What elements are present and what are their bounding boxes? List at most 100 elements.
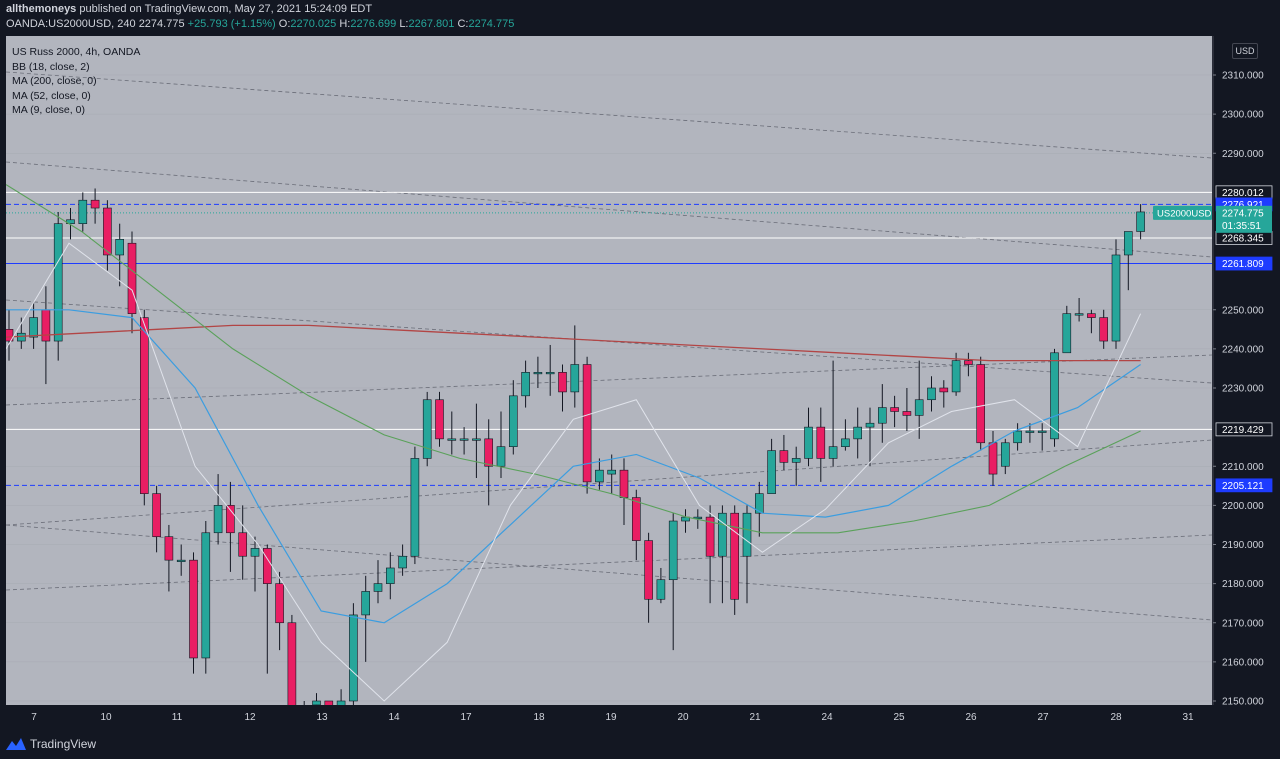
trend-line (6, 354, 1212, 406)
candle-body (115, 239, 124, 256)
candle-body (730, 512, 740, 600)
candle-body (6, 329, 14, 342)
candle-body (349, 614, 358, 702)
candle-body (201, 532, 211, 659)
ohlc-line: OANDA:US2000USD, 240 2274.775 +25.793 (+… (6, 18, 514, 30)
ma52-line (6, 184, 1141, 534)
legend-ma9[interactable]: MA (9, close, 0) (12, 104, 85, 116)
candle-body (324, 700, 334, 705)
candle-body (447, 438, 457, 441)
tradingview-logo-icon (6, 738, 26, 750)
candle-body (705, 516, 715, 557)
trend-line (6, 161, 1212, 258)
candle-body (484, 438, 494, 467)
price-tick-label: 2160.000 (1222, 657, 1264, 668)
candle-body (41, 309, 51, 342)
level-label-text: 2205.121 (1222, 481, 1264, 492)
price-axis[interactable] (1212, 36, 1280, 706)
footer-bar (0, 729, 1280, 759)
candle-body (853, 426, 863, 440)
candle-body (582, 364, 592, 483)
candle-body (902, 411, 912, 416)
candle-body (644, 540, 653, 600)
candle-body (791, 458, 801, 463)
candle-body (1037, 430, 1047, 433)
candle-body (78, 199, 88, 224)
time-tick-label: 24 (821, 712, 833, 723)
candle-body (890, 407, 899, 412)
publish-date: published on TradingView.com, May 27, 20… (79, 3, 373, 15)
candle-body (176, 559, 186, 562)
time-axis[interactable] (6, 705, 1212, 729)
trend-line (6, 524, 1212, 621)
candle-body (164, 536, 174, 561)
price-tick-label: 2150.000 (1222, 697, 1264, 708)
candle-body (90, 199, 100, 209)
price-tick-label: 2210.000 (1222, 462, 1264, 473)
candle-body (1050, 352, 1059, 440)
candle-body (595, 469, 604, 483)
bollinger-mid-line (6, 309, 1141, 624)
candle-body (152, 493, 161, 537)
tradingview-logo[interactable]: TradingView (6, 737, 96, 751)
time-tick-label: 7 (31, 712, 37, 723)
candle-body (865, 422, 875, 428)
candle-body (533, 372, 543, 375)
candle-body (312, 700, 321, 705)
candle-body (1074, 313, 1084, 316)
legend-bollinger[interactable]: BB (18, close, 2) (12, 60, 90, 73)
candle-body (668, 520, 678, 581)
candle-body (1124, 231, 1133, 256)
candle-body (545, 372, 555, 375)
candle-body (1136, 211, 1145, 232)
trend-line (6, 439, 1212, 526)
trend-line (6, 71, 1212, 159)
publish-header: allthemoneys published on TradingView.co… (0, 0, 1280, 36)
time-tick-label: 10 (100, 712, 112, 723)
symbol-tag-text: US2000USD (1157, 208, 1212, 219)
candle-body (1013, 430, 1022, 444)
candle-body (275, 583, 284, 624)
price-tick-label: 2300.000 (1222, 110, 1264, 121)
time-tick-label: 18 (533, 712, 545, 723)
time-tick-label: 14 (388, 712, 400, 723)
legend-ma52[interactable]: MA (52, close, 0) (12, 89, 91, 102)
candle-body (250, 548, 260, 557)
candle-body (29, 317, 38, 338)
candle-body (287, 622, 297, 705)
candle-body (693, 516, 703, 519)
candle-body (816, 426, 826, 459)
candle-body (631, 497, 641, 541)
legend-symbol-title[interactable]: US Russ 2000, 4h, OANDA (12, 46, 141, 58)
plot-layer (6, 71, 1212, 705)
legend-ma200[interactable]: MA (200, close, 0) (12, 75, 97, 87)
candle-body (16, 332, 26, 342)
candle-body (767, 450, 776, 494)
candle-body (619, 469, 629, 498)
candle-body (927, 387, 936, 401)
price-tag-countdown: 01:35:51 (1222, 221, 1261, 232)
candle-body (718, 512, 727, 557)
candle-body (1062, 313, 1072, 354)
open-value: 2270.025 (290, 18, 337, 30)
candle-body (804, 426, 813, 459)
tradingview-brand: TradingView (30, 737, 97, 751)
candle-body (213, 505, 223, 534)
author-name[interactable]: allthemoneys (6, 3, 77, 15)
level-label-text: 2280.012 (1222, 188, 1264, 199)
candle-body (988, 442, 998, 475)
level-label-text: 2219.429 (1222, 425, 1264, 436)
symbol-label: OANDA:US2000USD, 240 (6, 18, 136, 30)
candle-body (558, 372, 567, 393)
level-label-text: 2276.921 (1222, 200, 1264, 211)
candle-body (459, 438, 469, 441)
low-label: L: (399, 18, 409, 30)
candle-body (656, 579, 666, 600)
time-tick-label: 28 (1110, 712, 1122, 723)
candle-body (521, 372, 530, 397)
close-value: 2274.775 (468, 18, 515, 30)
currency-button[interactable]: USD (1232, 43, 1258, 59)
candle-body (226, 505, 235, 534)
time-tick-label: 11 (172, 712, 183, 723)
